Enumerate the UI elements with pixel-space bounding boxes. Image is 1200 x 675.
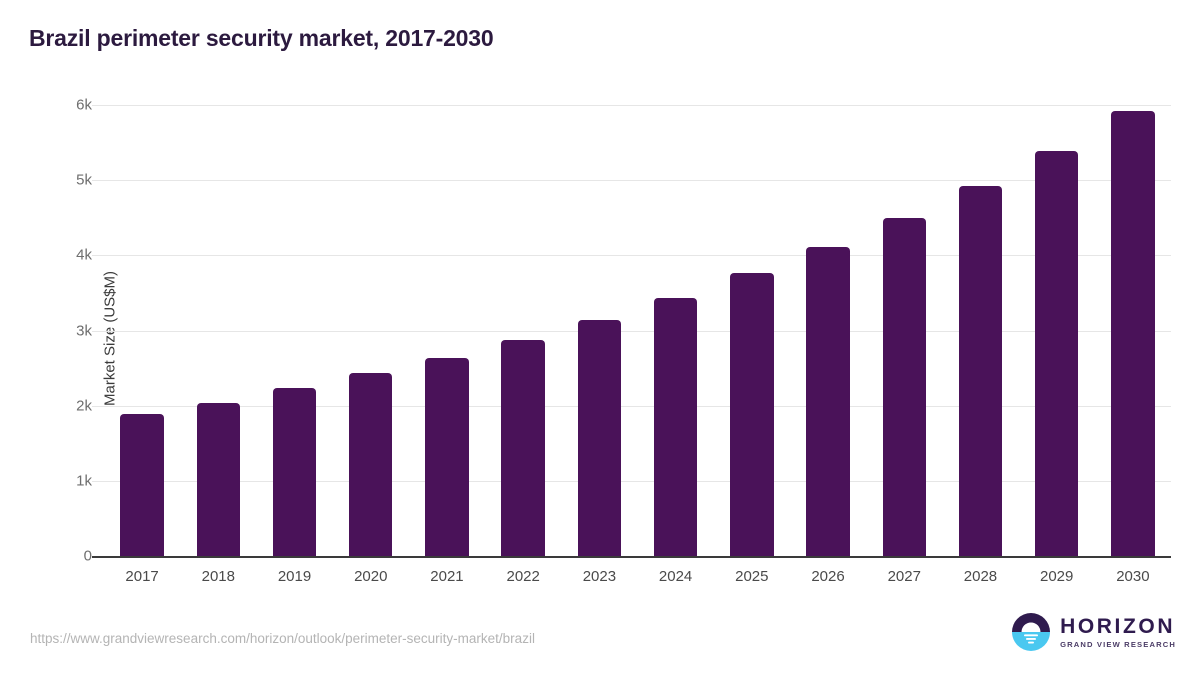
x-tick-label: 2022 xyxy=(506,568,540,585)
x-axis-line xyxy=(104,556,1171,558)
bar[interactable] xyxy=(1034,150,1079,556)
y-tick-mark xyxy=(92,480,104,482)
x-tick-label: 2025 xyxy=(735,568,769,585)
bar[interactable] xyxy=(730,272,774,556)
y-tick-label: 1k xyxy=(76,472,92,490)
x-tick-label: 2023 xyxy=(582,568,617,585)
bar[interactable] xyxy=(272,388,317,556)
bar[interactable] xyxy=(577,319,622,556)
y-tick-mark xyxy=(92,255,104,257)
bar[interactable] xyxy=(882,217,926,556)
bar-series xyxy=(104,105,1171,556)
y-tick-mark xyxy=(92,330,104,332)
x-tick-label: 2027 xyxy=(887,568,921,585)
y-tick-mark xyxy=(92,180,104,182)
bar[interactable] xyxy=(196,402,241,556)
y-axis-ticks: 0 1k 2k 3k 4k 5k 6k xyxy=(0,97,92,565)
y-tick-mark xyxy=(92,556,104,558)
bar[interactable] xyxy=(501,339,545,556)
x-tick-label: 2029 xyxy=(1039,568,1074,585)
bar[interactable] xyxy=(425,357,469,556)
gridline xyxy=(104,405,1171,407)
x-tick-label: 2020 xyxy=(354,568,388,585)
y-tick-label: 5k xyxy=(76,171,92,189)
x-tick-label: 2018 xyxy=(201,568,235,585)
page-title: Brazil perimeter security market, 2017-2… xyxy=(29,25,494,51)
y-tick-label: 3k xyxy=(76,322,92,339)
x-axis-ticks: 2017 2018 2019 2020 2021 2022 2023 2024 2025 2026… xyxy=(104,568,1171,594)
x-tick-label: 2017 xyxy=(125,568,159,585)
y-tick-label: 4k xyxy=(76,246,92,264)
gridline xyxy=(104,330,1171,332)
x-tick-label: 2021 xyxy=(430,568,464,585)
horizon-logo[interactable]: HORIZON GRAND VIEW RESEARCH xyxy=(1011,612,1176,652)
logo-subtitle: GRAND VIEW RESEARCH xyxy=(1060,639,1176,649)
bar[interactable] xyxy=(958,186,1003,556)
y-tick-mark xyxy=(92,405,104,407)
y-tick-label: 6k xyxy=(76,96,92,114)
bar[interactable] xyxy=(806,247,850,556)
gridlines xyxy=(92,105,1171,558)
x-tick-label: 2024 xyxy=(658,568,693,585)
y-tick-label: 2k xyxy=(76,397,92,415)
logo-title: HORIZON xyxy=(1060,614,1176,638)
gridline xyxy=(104,480,1171,482)
y-tick-label: 0 xyxy=(83,547,92,565)
gridline xyxy=(104,105,1171,106)
x-tick-label: 2028 xyxy=(963,568,998,585)
logo-wordmark: HORIZON GRAND VIEW RESEARCH xyxy=(1060,616,1176,649)
y-tick-mark xyxy=(92,105,104,106)
horizon-sun-icon xyxy=(1011,612,1051,652)
bar[interactable] xyxy=(120,413,164,556)
bar[interactable] xyxy=(349,373,393,556)
x-tick-label: 2030 xyxy=(1116,568,1150,585)
x-tick-label: 2026 xyxy=(811,568,845,585)
bar[interactable] xyxy=(1111,111,1155,556)
source-url[interactable]: https://www.grandviewresearch.com/horizo… xyxy=(30,631,535,646)
x-tick-label: 2019 xyxy=(277,568,312,585)
gridline xyxy=(104,255,1171,257)
gridline xyxy=(104,180,1171,182)
bar[interactable] xyxy=(653,298,698,556)
